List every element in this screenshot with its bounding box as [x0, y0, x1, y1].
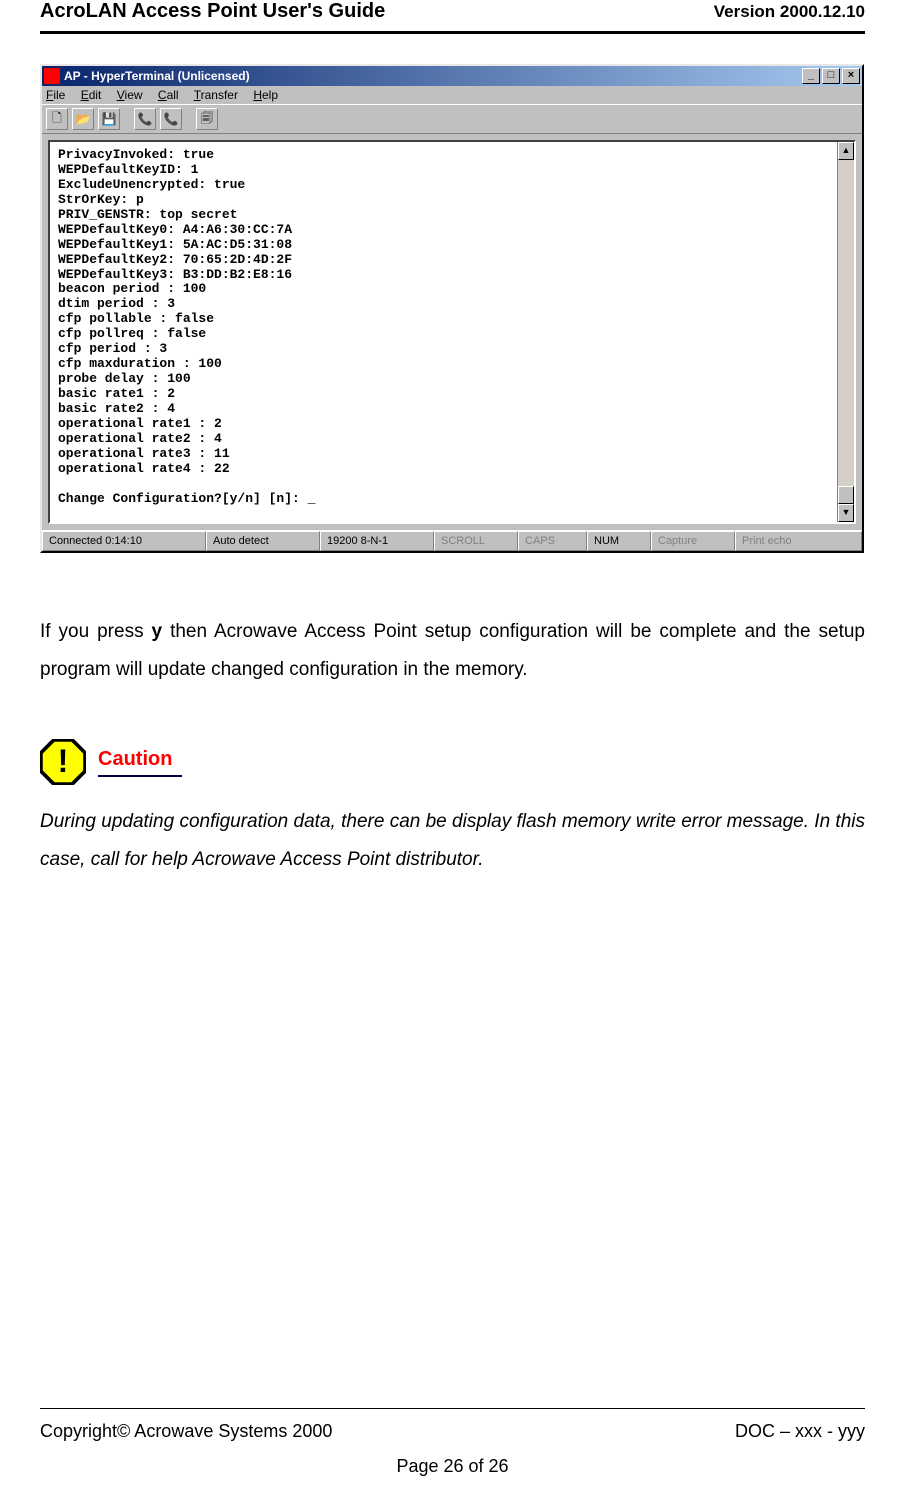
- app-icon: [44, 68, 60, 84]
- status-line: 19200 8-N-1: [320, 531, 434, 551]
- status-connected: Connected 0:14:10: [42, 531, 206, 551]
- tool-hang-icon[interactable]: 📞: [160, 108, 182, 130]
- hyperterminal-window: AP - HyperTerminal (Unlicensed) _ □ × Fi…: [40, 64, 864, 553]
- footer-docnum: DOC – xxx - yyy: [735, 1421, 865, 1442]
- status-num: NUM: [587, 531, 651, 551]
- footer: Copyright© Acrowave Systems 2000 DOC – x…: [40, 1408, 865, 1477]
- status-caps: CAPS: [518, 531, 587, 551]
- doc-title: AcroLAN Access Point User's Guide: [40, 0, 385, 23]
- menu-edit[interactable]: Edit: [81, 88, 102, 102]
- menu-help[interactable]: Help: [253, 88, 278, 102]
- svg-text:!: !: [58, 743, 69, 779]
- close-button[interactable]: ×: [842, 68, 860, 84]
- scroll-thumb[interactable]: [838, 486, 854, 504]
- menubar: File Edit View Call Transfer Help: [42, 86, 862, 104]
- tool-new-icon[interactable]: 🗋: [46, 108, 68, 130]
- body-text-after: then Acrowave Access Point setup configu…: [40, 621, 865, 680]
- scrollbar[interactable]: ▲ ▼: [837, 142, 854, 522]
- titlebar[interactable]: AP - HyperTerminal (Unlicensed) _ □ ×: [42, 66, 862, 86]
- caution-label: Caution: [98, 748, 182, 777]
- toolbar: 🗋 📂 💾 📞 📞 🗐: [42, 104, 862, 134]
- footer-rule: [40, 1408, 865, 1409]
- tool-open-icon[interactable]: 📂: [72, 108, 94, 130]
- status-scroll: SCROLL: [434, 531, 518, 551]
- minimize-button[interactable]: _: [802, 68, 820, 84]
- menu-file[interactable]: File: [46, 88, 65, 102]
- status-echo: Print echo: [735, 531, 862, 551]
- doc-version: Version 2000.12.10: [714, 2, 865, 22]
- tool-props-icon[interactable]: 🗐: [196, 108, 218, 130]
- menu-view[interactable]: View: [117, 88, 143, 102]
- key-y: y: [152, 621, 163, 642]
- header-rule: [40, 31, 865, 34]
- terminal-pane: PrivacyInvoked: true WEPDefaultKeyID: 1 …: [48, 140, 856, 524]
- menu-call[interactable]: Call: [158, 88, 179, 102]
- caution-icon: !: [40, 739, 86, 785]
- caution-text: During updating configuration data, ther…: [40, 803, 865, 879]
- body-text-before: If you press: [40, 621, 152, 642]
- maximize-button[interactable]: □: [822, 68, 840, 84]
- body-paragraph: If you press y then Acrowave Access Poin…: [40, 613, 865, 689]
- status-capture: Capture: [651, 531, 735, 551]
- scroll-down-icon[interactable]: ▼: [838, 504, 854, 522]
- footer-copyright: Copyright© Acrowave Systems 2000: [40, 1421, 332, 1442]
- menu-transfer[interactable]: Transfer: [194, 88, 238, 102]
- scroll-track[interactable]: [838, 160, 854, 486]
- status-detect: Auto detect: [206, 531, 320, 551]
- terminal-output: PrivacyInvoked: true WEPDefaultKeyID: 1 …: [50, 142, 837, 522]
- footer-pagenum: Page 26 of 26: [40, 1456, 865, 1477]
- tool-call-icon[interactable]: 📞: [134, 108, 156, 130]
- scroll-up-icon[interactable]: ▲: [838, 142, 854, 160]
- statusbar: Connected 0:14:10 Auto detect 19200 8-N-…: [42, 530, 862, 551]
- tool-save-icon[interactable]: 💾: [98, 108, 120, 130]
- window-title: AP - HyperTerminal (Unlicensed): [64, 69, 250, 83]
